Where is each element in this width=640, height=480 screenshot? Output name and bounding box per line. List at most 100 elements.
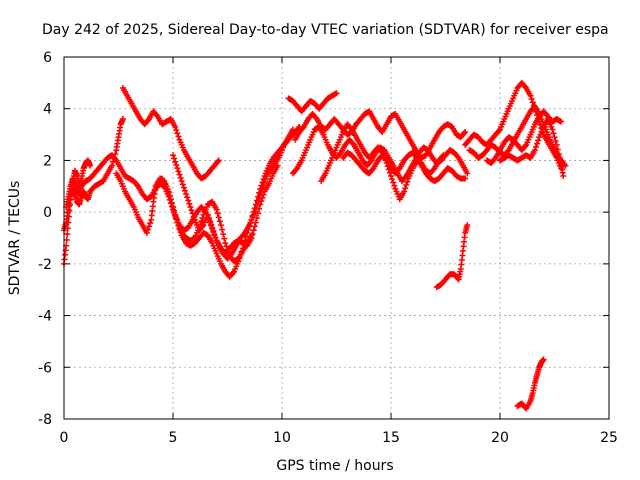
data-point bbox=[146, 223, 153, 230]
data-point bbox=[210, 227, 217, 234]
data-point bbox=[402, 185, 409, 192]
data-point bbox=[211, 231, 218, 238]
data-point bbox=[143, 229, 150, 236]
data-point bbox=[401, 188, 408, 195]
data-series-track-5 bbox=[119, 85, 222, 182]
data-point bbox=[289, 126, 296, 133]
data-point bbox=[172, 123, 179, 130]
data-point bbox=[221, 235, 228, 242]
data-series-track-8 bbox=[285, 90, 340, 115]
data-point bbox=[209, 224, 216, 231]
data-point bbox=[388, 172, 394, 179]
data-series-track-3 bbox=[63, 152, 255, 265]
data-point bbox=[171, 155, 178, 162]
data-point bbox=[144, 226, 151, 233]
data-point bbox=[170, 152, 176, 159]
data-point bbox=[440, 152, 447, 159]
data-point bbox=[63, 236, 70, 243]
data-point bbox=[553, 141, 560, 148]
axis-ticks bbox=[63, 56, 610, 420]
data-point bbox=[556, 155, 563, 162]
data-point bbox=[178, 178, 185, 185]
data-point bbox=[274, 162, 281, 169]
x-tick-label: 10 bbox=[273, 430, 291, 446]
data-point bbox=[172, 158, 179, 165]
data-point bbox=[213, 206, 220, 213]
data-point bbox=[333, 90, 340, 97]
data-series-track-10 bbox=[289, 123, 471, 185]
y-tick-labels: -8 -6 -4 -2 0 2 4 6 bbox=[38, 50, 52, 428]
data-point bbox=[462, 128, 469, 135]
data-point bbox=[251, 223, 258, 230]
data-point bbox=[529, 99, 536, 106]
data-point bbox=[212, 234, 219, 241]
data-point bbox=[164, 186, 171, 193]
data-point bbox=[167, 196, 174, 203]
data-point bbox=[552, 138, 559, 145]
data-point bbox=[163, 183, 170, 190]
y-tick-label: -2 bbox=[38, 257, 52, 273]
data-point bbox=[222, 240, 229, 247]
data-point bbox=[180, 184, 187, 191]
data-point bbox=[555, 150, 562, 157]
grid bbox=[64, 57, 609, 419]
data-series-track-2 bbox=[61, 116, 126, 234]
y-tick-label: -6 bbox=[38, 360, 52, 376]
data-point bbox=[217, 222, 224, 229]
data-point bbox=[205, 214, 212, 221]
data-point bbox=[560, 172, 567, 179]
x-tick-label: 5 bbox=[169, 430, 178, 446]
y-tick-label: -4 bbox=[38, 309, 52, 325]
data-point bbox=[262, 176, 269, 183]
data-point bbox=[532, 143, 539, 150]
data-point bbox=[260, 191, 267, 198]
x-tick-labels: 0 5 10 15 20 25 bbox=[60, 430, 618, 446]
data-point bbox=[168, 200, 175, 207]
data-point bbox=[165, 189, 172, 196]
data-point bbox=[248, 235, 255, 241]
data-point bbox=[551, 134, 558, 141]
data-point bbox=[258, 198, 265, 205]
data-series bbox=[61, 79, 569, 412]
data-point bbox=[186, 200, 193, 207]
data-point bbox=[251, 208, 258, 215]
data-point bbox=[220, 231, 227, 238]
data-point bbox=[119, 116, 126, 123]
data-point bbox=[250, 211, 257, 218]
data-point bbox=[189, 210, 196, 217]
data-point bbox=[216, 218, 223, 225]
y-tick-label: 4 bbox=[43, 102, 52, 118]
data-point bbox=[550, 130, 557, 137]
data-point bbox=[179, 181, 186, 188]
data-point bbox=[534, 140, 541, 147]
data-point bbox=[214, 210, 221, 217]
data-point bbox=[404, 178, 411, 185]
data-point bbox=[464, 170, 471, 177]
data-point bbox=[238, 248, 245, 255]
data-point bbox=[462, 175, 469, 182]
data-series-track-6 bbox=[159, 126, 296, 262]
x-tick-label: 20 bbox=[491, 430, 509, 446]
data-point bbox=[528, 96, 535, 103]
data-point bbox=[147, 220, 154, 227]
y-tick-label: 2 bbox=[43, 153, 52, 169]
x-tick-label: 15 bbox=[382, 430, 400, 446]
data-point bbox=[175, 168, 182, 175]
data-point bbox=[166, 192, 173, 199]
data-series-track-7 bbox=[170, 152, 281, 257]
data-point bbox=[464, 222, 471, 229]
data-point bbox=[185, 197, 192, 204]
data-point bbox=[215, 214, 222, 221]
data-point bbox=[236, 255, 243, 262]
plot-frame bbox=[63, 56, 610, 420]
y-tick-label: -8 bbox=[38, 412, 52, 428]
data-point bbox=[237, 251, 244, 258]
data-point bbox=[174, 165, 181, 172]
data-point bbox=[239, 245, 246, 252]
y-tick-label: 6 bbox=[43, 50, 52, 66]
data-point bbox=[540, 356, 547, 363]
data-point bbox=[173, 161, 180, 168]
data-point bbox=[87, 162, 94, 169]
data-point bbox=[174, 130, 181, 137]
